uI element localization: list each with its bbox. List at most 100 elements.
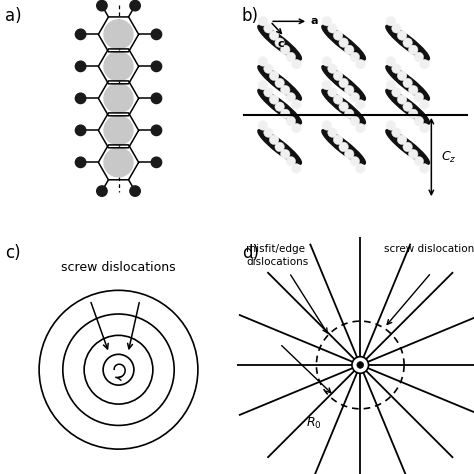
Circle shape [339, 102, 348, 111]
Circle shape [322, 81, 332, 90]
Ellipse shape [386, 129, 429, 164]
Circle shape [97, 0, 107, 11]
Circle shape [339, 142, 348, 152]
Circle shape [286, 92, 296, 102]
Text: a): a) [5, 7, 21, 25]
Circle shape [328, 24, 337, 33]
Circle shape [258, 81, 268, 90]
Circle shape [403, 38, 412, 47]
Circle shape [356, 59, 365, 69]
Circle shape [104, 116, 133, 145]
Circle shape [386, 57, 396, 66]
Circle shape [386, 121, 396, 130]
Circle shape [392, 88, 401, 97]
Circle shape [264, 24, 273, 33]
Circle shape [269, 71, 279, 81]
Circle shape [275, 102, 284, 111]
Circle shape [264, 128, 273, 137]
Circle shape [403, 102, 412, 111]
Circle shape [350, 116, 360, 126]
Text: $\bf{a}$: $\bf{a}$ [310, 16, 319, 27]
Circle shape [269, 135, 279, 145]
Circle shape [386, 81, 396, 90]
Circle shape [339, 38, 348, 47]
Ellipse shape [322, 25, 365, 60]
Circle shape [151, 29, 162, 40]
Circle shape [414, 52, 424, 62]
Circle shape [392, 64, 401, 73]
Circle shape [397, 135, 407, 145]
Circle shape [409, 85, 418, 95]
Circle shape [104, 52, 133, 81]
Circle shape [386, 17, 396, 26]
Circle shape [75, 125, 86, 136]
Circle shape [281, 149, 290, 159]
Circle shape [75, 157, 86, 168]
Circle shape [328, 88, 337, 97]
Circle shape [322, 17, 332, 26]
Circle shape [350, 52, 360, 62]
Circle shape [419, 123, 429, 133]
Circle shape [414, 116, 424, 126]
Circle shape [419, 59, 429, 69]
Circle shape [104, 148, 133, 177]
Text: $C_z$: $C_z$ [441, 150, 456, 165]
Circle shape [397, 71, 407, 81]
Ellipse shape [258, 25, 301, 60]
Circle shape [151, 125, 162, 136]
Circle shape [339, 78, 348, 88]
Circle shape [130, 0, 140, 11]
Circle shape [419, 164, 429, 173]
Circle shape [409, 149, 418, 159]
Circle shape [258, 17, 268, 26]
Circle shape [345, 109, 354, 118]
Text: c): c) [5, 244, 20, 262]
Circle shape [269, 95, 279, 104]
Circle shape [356, 100, 365, 109]
Circle shape [356, 164, 365, 173]
Circle shape [403, 78, 412, 88]
Circle shape [281, 45, 290, 55]
Circle shape [397, 95, 407, 104]
Circle shape [104, 84, 133, 113]
Circle shape [75, 93, 86, 104]
Circle shape [397, 31, 407, 40]
Circle shape [322, 121, 332, 130]
Ellipse shape [322, 129, 365, 164]
Circle shape [281, 109, 290, 118]
Ellipse shape [322, 65, 365, 100]
Circle shape [292, 164, 301, 173]
Circle shape [352, 356, 369, 374]
Circle shape [419, 100, 429, 109]
Circle shape [258, 121, 268, 130]
Circle shape [345, 85, 354, 95]
Circle shape [286, 156, 296, 166]
Circle shape [130, 186, 140, 196]
Circle shape [333, 31, 343, 40]
Ellipse shape [258, 65, 301, 100]
Circle shape [328, 128, 337, 137]
Circle shape [292, 123, 301, 133]
Circle shape [75, 29, 86, 40]
Text: screw dislocation: screw dislocation [384, 244, 474, 254]
Text: misfit/edge
dislocations: misfit/edge dislocations [246, 244, 309, 266]
Circle shape [345, 45, 354, 55]
Text: $R_0$: $R_0$ [306, 415, 322, 430]
Circle shape [414, 92, 424, 102]
Circle shape [333, 135, 343, 145]
Circle shape [350, 156, 360, 166]
Text: screw dislocations: screw dislocations [61, 261, 176, 273]
Circle shape [151, 157, 162, 168]
Circle shape [414, 156, 424, 166]
Circle shape [151, 93, 162, 104]
Circle shape [322, 57, 332, 66]
Ellipse shape [258, 129, 301, 164]
Text: $\bf{c}$: $\bf{c}$ [277, 39, 285, 49]
Ellipse shape [258, 89, 301, 124]
Circle shape [264, 88, 273, 97]
Circle shape [409, 45, 418, 55]
Circle shape [328, 64, 337, 73]
Circle shape [264, 64, 273, 73]
Circle shape [403, 142, 412, 152]
Circle shape [345, 149, 354, 159]
